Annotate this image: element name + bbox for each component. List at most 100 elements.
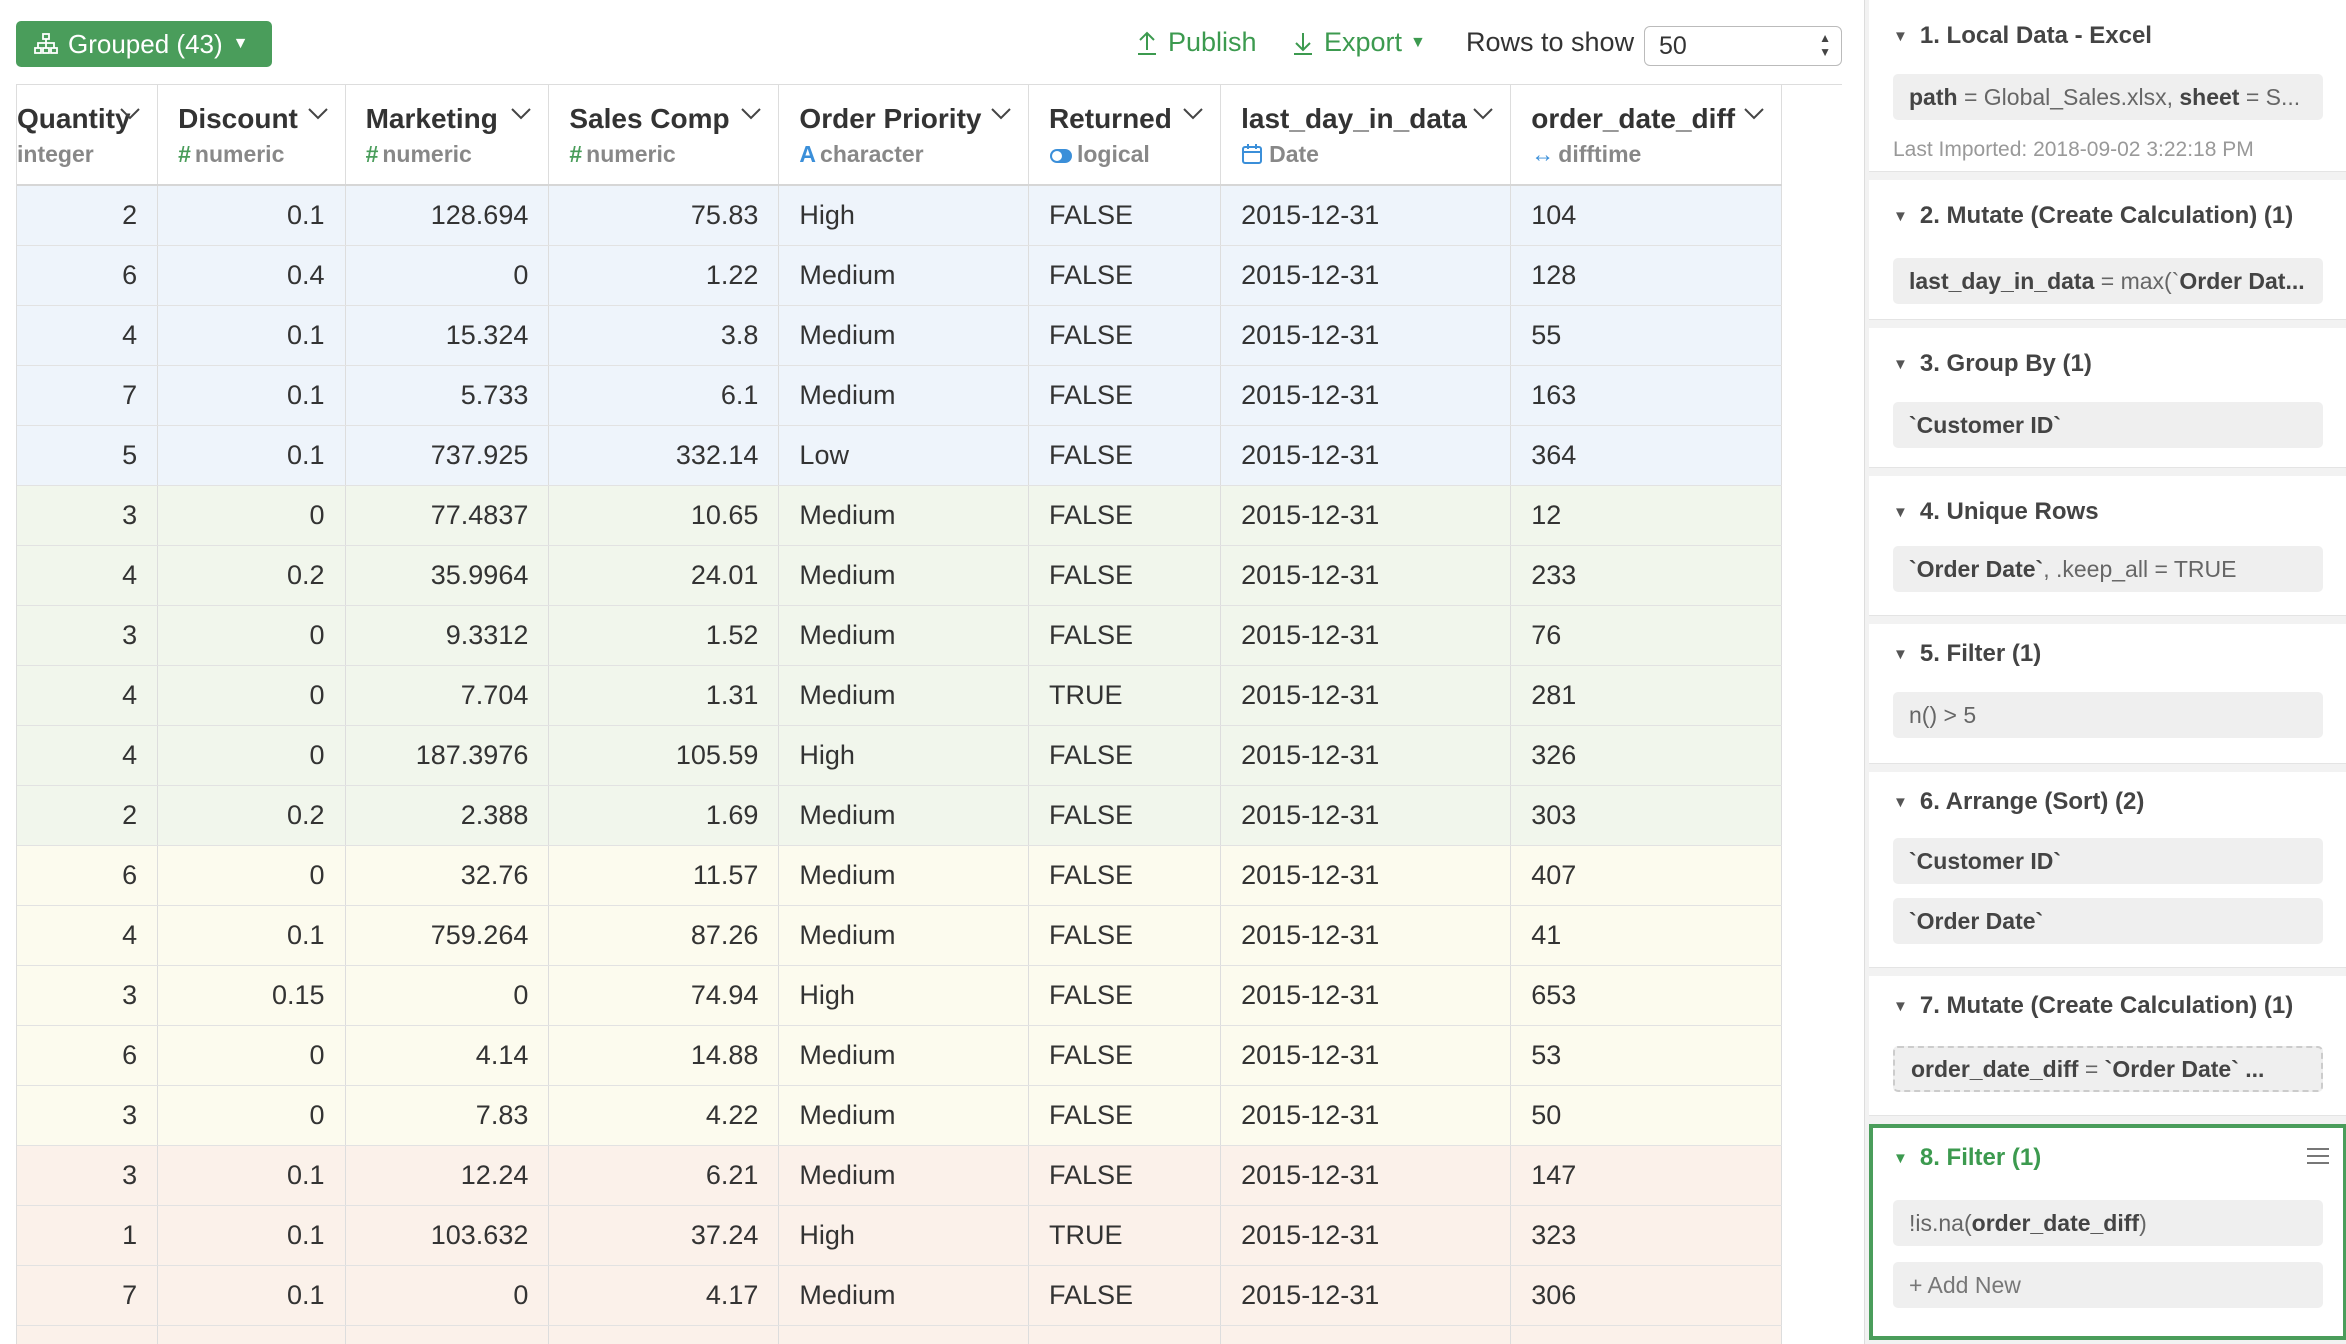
step-local-data-excel[interactable]: ▼ 1. Local Data - Excel path = Global_Sal… bbox=[1869, 0, 2346, 172]
table-cell[interactable]: 9.3312 bbox=[345, 605, 550, 666]
table-cell[interactable]: 233 bbox=[1510, 545, 1782, 606]
table-cell[interactable]: 326 bbox=[1510, 725, 1782, 786]
table-cell[interactable]: 41 bbox=[1510, 905, 1782, 966]
table-cell[interactable]: 2015-12-31 bbox=[1220, 365, 1512, 426]
table-cell[interactable]: 187.3976 bbox=[345, 725, 550, 786]
table-cell[interactable]: High bbox=[778, 185, 1029, 246]
step-mutate-2[interactable]: ▼ 7. Mutate (Create Calculation) (1) orde… bbox=[1869, 976, 2346, 1116]
table-cell[interactable]: 105.59 bbox=[548, 725, 780, 786]
column-header-order-date-diff[interactable]: order_date_diff ↔ difftime bbox=[1510, 85, 1782, 186]
table-cell[interactable]: 0.1 bbox=[157, 425, 346, 486]
table-cell[interactable]: 0.1 bbox=[157, 905, 346, 966]
table-cell[interactable] bbox=[778, 1325, 1029, 1344]
table-cell[interactable]: 2015-12-31 bbox=[1220, 185, 1512, 246]
collapse-triangle-icon[interactable]: ▼ bbox=[1893, 793, 1908, 811]
table-cell[interactable]: 0 bbox=[157, 1025, 346, 1086]
table-cell[interactable]: 3 bbox=[17, 1145, 159, 1206]
table-cell[interactable]: 0.2 bbox=[157, 545, 346, 606]
table-cell[interactable]: 104 bbox=[1510, 185, 1782, 246]
table-cell[interactable]: 75.83 bbox=[548, 185, 780, 246]
step-command[interactable]: last_day_in_data = max(`Order Dat... bbox=[1893, 258, 2323, 304]
table-cell[interactable]: Medium bbox=[778, 365, 1029, 426]
table-cell[interactable]: Low bbox=[778, 425, 1029, 486]
table-cell[interactable]: 103.632 bbox=[345, 1205, 550, 1266]
collapse-triangle-icon[interactable]: ▼ bbox=[1893, 207, 1908, 225]
table-cell[interactable]: High bbox=[778, 1205, 1029, 1266]
table-cell[interactable]: 4.14 bbox=[345, 1025, 550, 1086]
chevron-down-icon[interactable] bbox=[1472, 107, 1494, 121]
table-cell[interactable]: 7 bbox=[17, 1265, 159, 1326]
table-cell[interactable]: 0 bbox=[345, 245, 550, 306]
table-cell[interactable]: 0 bbox=[157, 845, 346, 906]
column-header-returned[interactable]: Returned logical bbox=[1028, 85, 1222, 186]
table-cell[interactable]: 74.94 bbox=[548, 965, 780, 1026]
collapse-triangle-icon[interactable]: ▼ bbox=[1893, 503, 1908, 521]
table-cell[interactable]: 281 bbox=[1510, 665, 1782, 726]
chevron-down-icon[interactable] bbox=[307, 107, 329, 121]
table-cell[interactable]: 6.21 bbox=[548, 1145, 780, 1206]
step-group-by[interactable]: ▼ 3. Group By (1) `Customer ID` bbox=[1869, 328, 2346, 468]
table-cell[interactable]: 323 bbox=[1510, 1205, 1782, 1266]
table-cell[interactable]: 163 bbox=[1510, 365, 1782, 426]
table-cell[interactable]: 6.1 bbox=[548, 365, 780, 426]
table-cell[interactable]: FALSE bbox=[1028, 245, 1222, 306]
step-mutate-1[interactable]: ▼ 2. Mutate (Create Calculation) (1) last… bbox=[1869, 180, 2346, 320]
table-cell[interactable]: 37.24 bbox=[548, 1205, 780, 1266]
table-cell[interactable]: 2015-12-31 bbox=[1220, 1025, 1512, 1086]
table-cell[interactable]: 1.69 bbox=[548, 785, 780, 846]
table-cell[interactable]: 10.65 bbox=[548, 485, 780, 546]
step-command[interactable]: `Customer ID` bbox=[1893, 402, 2323, 448]
data-table-container[interactable]: Quantity integer Discount # numeric Marke… bbox=[16, 84, 1842, 1344]
table-cell[interactable]: 2015-12-31 bbox=[1220, 665, 1512, 726]
table-cell[interactable]: FALSE bbox=[1028, 365, 1222, 426]
column-header-discount[interactable]: Discount # numeric bbox=[157, 85, 346, 186]
chevron-down-icon[interactable] bbox=[740, 107, 762, 121]
table-cell[interactable]: 0.1 bbox=[157, 1265, 346, 1326]
step-command[interactable]: n() > 5 bbox=[1893, 692, 2323, 738]
table-cell[interactable]: 0 bbox=[157, 485, 346, 546]
table-cell[interactable]: 4 bbox=[17, 725, 159, 786]
table-cell[interactable]: High bbox=[778, 965, 1029, 1026]
table-cell[interactable]: FALSE bbox=[1028, 1085, 1222, 1146]
column-header-quantity[interactable]: Quantity integer bbox=[17, 85, 159, 186]
table-cell[interactable] bbox=[157, 1325, 346, 1344]
chevron-down-icon[interactable] bbox=[990, 107, 1012, 121]
table-cell[interactable]: 2015-12-31 bbox=[1220, 905, 1512, 966]
table-cell[interactable]: 0 bbox=[157, 1085, 346, 1146]
table-cell[interactable]: Medium bbox=[778, 1085, 1029, 1146]
table-cell[interactable]: Medium bbox=[778, 245, 1029, 306]
table-cell[interactable] bbox=[548, 1325, 780, 1344]
column-header-sales-comp[interactable]: Sales Comp # numeric bbox=[548, 85, 780, 186]
table-cell[interactable]: 1.52 bbox=[548, 605, 780, 666]
table-cell[interactable]: Medium bbox=[778, 665, 1029, 726]
table-cell[interactable]: 0.2 bbox=[157, 785, 346, 846]
chevron-down-icon[interactable] bbox=[119, 107, 141, 121]
table-cell[interactable]: 6 bbox=[17, 1025, 159, 1086]
table-cell[interactable]: 2015-12-31 bbox=[1220, 605, 1512, 666]
table-cell[interactable]: 5 bbox=[17, 425, 159, 486]
table-cell[interactable]: FALSE bbox=[1028, 305, 1222, 366]
table-cell[interactable]: 14.88 bbox=[548, 1025, 780, 1086]
table-cell[interactable]: 4.17 bbox=[548, 1265, 780, 1326]
table-cell[interactable]: Medium bbox=[778, 1025, 1029, 1086]
table-cell[interactable]: Medium bbox=[778, 845, 1029, 906]
table-cell[interactable]: 0 bbox=[345, 1265, 550, 1326]
step-command[interactable]: `Order Date`, .keep_all = TRUE bbox=[1893, 546, 2323, 592]
table-cell[interactable]: 24.01 bbox=[548, 545, 780, 606]
chevron-down-icon[interactable] bbox=[510, 107, 532, 121]
table-cell[interactable]: 53 bbox=[1510, 1025, 1782, 1086]
table-cell[interactable]: FALSE bbox=[1028, 1145, 1222, 1206]
table-cell[interactable] bbox=[1028, 1325, 1222, 1344]
table-cell[interactable]: 15.324 bbox=[345, 305, 550, 366]
table-cell[interactable]: 87.26 bbox=[548, 905, 780, 966]
table-cell[interactable]: 2015-12-31 bbox=[1220, 245, 1512, 306]
publish-button[interactable]: Publish bbox=[1136, 27, 1257, 58]
step-arrange[interactable]: ▼ 6. Arrange (Sort) (2) `Customer ID` `Or… bbox=[1869, 772, 2346, 968]
table-cell[interactable]: 0.1 bbox=[157, 1205, 346, 1266]
table-cell[interactable]: FALSE bbox=[1028, 185, 1222, 246]
table-cell[interactable]: Medium bbox=[778, 1145, 1029, 1206]
table-cell[interactable]: 2015-12-31 bbox=[1220, 425, 1512, 486]
table-cell[interactable]: Medium bbox=[778, 1265, 1029, 1326]
table-cell[interactable]: 2015-12-31 bbox=[1220, 1265, 1512, 1326]
